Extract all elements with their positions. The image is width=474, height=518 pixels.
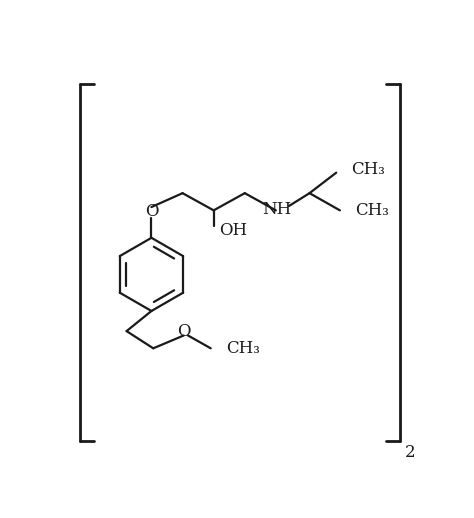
- Text: 2: 2: [405, 444, 415, 461]
- Text: CH₃: CH₃: [226, 340, 260, 357]
- Text: O: O: [145, 203, 158, 220]
- Text: CH₃: CH₃: [356, 202, 389, 219]
- Text: CH₃: CH₃: [352, 161, 385, 178]
- Text: NH: NH: [262, 201, 291, 218]
- Text: O: O: [177, 323, 191, 340]
- Text: OH: OH: [219, 222, 247, 239]
